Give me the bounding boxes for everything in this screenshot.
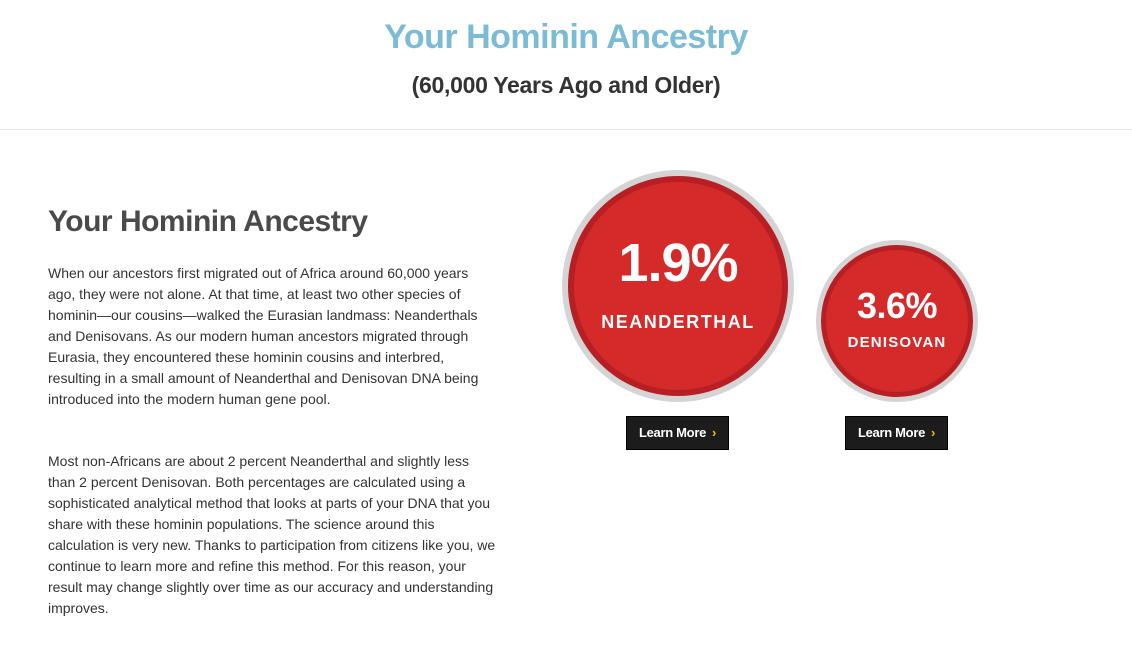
learn-more-label: Learn More: [857, 425, 926, 440]
chevron-right-icon: ›: [712, 425, 717, 440]
denisovan-circle-ring: 3.6% DENISOVAN: [821, 245, 973, 397]
page-header: Your Hominin Ancestry (60,000 Years Ago …: [0, 0, 1132, 130]
denisovan-label: DENISOVAN: [847, 334, 947, 351]
neanderthal-percent: 1.9%: [618, 233, 738, 293]
neanderthal-result-circle: 1.9% NEANDERTHAL: [562, 170, 794, 402]
learn-more-label: Learn More: [638, 425, 707, 440]
explanation-paragraph: Most non-Africans are about 2 percent Ne…: [48, 453, 496, 616]
neanderthal-learn-more-button[interactable]: Learn More ›: [626, 416, 729, 450]
denisovan-circle-core: 3.6% DENISOVAN: [826, 250, 968, 392]
neanderthal-circle-core: 1.9% NEANDERTHAL: [574, 182, 782, 390]
page-subtitle: (60,000 Years Ago and Older): [411, 72, 721, 98]
denisovan-result-circle: 3.6% DENISOVAN: [816, 240, 978, 402]
chevron-right-icon: ›: [931, 425, 936, 440]
page-title: Your Hominin Ancestry: [384, 18, 748, 56]
neanderthal-circle-ring: 1.9% NEANDERTHAL: [568, 176, 788, 396]
neanderthal-label: NEANDERTHAL: [601, 312, 755, 332]
denisovan-percent: 3.6%: [856, 285, 938, 326]
section-title: Your Hominin Ancestry: [48, 205, 368, 238]
denisovan-learn-more-button[interactable]: Learn More ›: [845, 416, 948, 450]
intro-paragraph: When our ancestors first migrated out of…: [48, 265, 479, 407]
